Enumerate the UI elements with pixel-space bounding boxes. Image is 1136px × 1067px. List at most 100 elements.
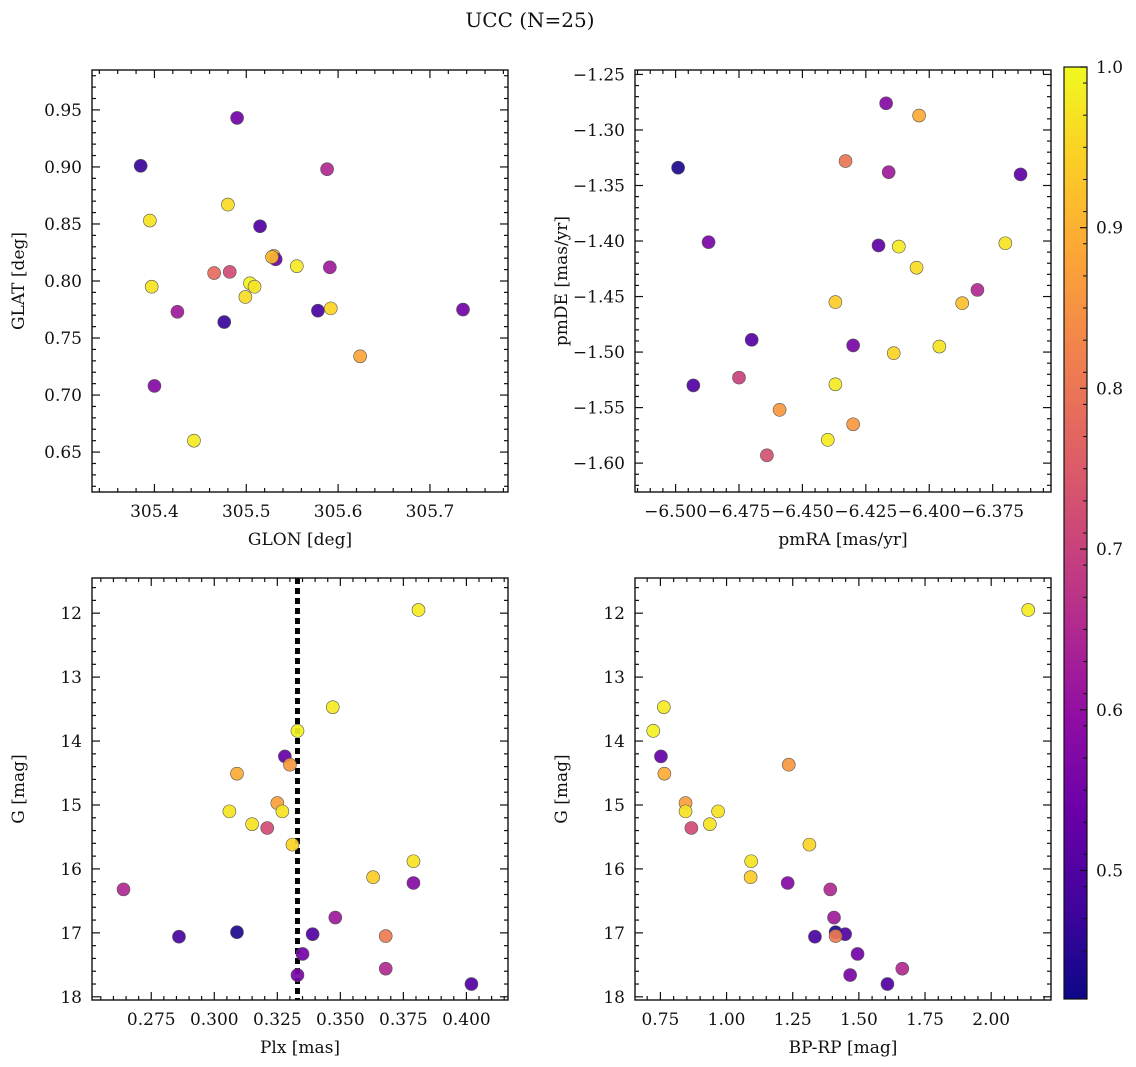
scatter-point <box>172 929 186 944</box>
scatter-point <box>311 303 325 318</box>
x-tick-label: 1.00 <box>708 1010 746 1030</box>
scatter-point <box>323 260 337 275</box>
scatter-point <box>320 162 334 177</box>
scatter-point <box>285 837 300 852</box>
scatter-point <box>378 961 393 976</box>
scatter-point <box>144 279 159 294</box>
scatter-point <box>802 837 817 852</box>
y-tick-label: 12 <box>60 604 82 624</box>
y-tick-label: −1.25 <box>573 65 625 85</box>
x-tick-label: 0.400 <box>442 1010 491 1030</box>
y-tick-label: −1.40 <box>573 232 625 252</box>
scatter-point <box>260 821 275 835</box>
scatter-point <box>828 295 843 309</box>
scatter-point <box>880 977 895 991</box>
plot-frame-bottom-left <box>91 577 509 1001</box>
scatter-point <box>221 197 235 212</box>
scatter-point <box>828 929 843 943</box>
scatter-point <box>881 165 896 179</box>
scatter-point <box>187 433 201 448</box>
scatter-point <box>998 236 1013 251</box>
y-tick-label: 18 <box>60 988 82 1008</box>
scatter-point <box>222 804 237 819</box>
scatter-point <box>353 349 367 364</box>
scatter-point <box>843 968 857 982</box>
scatter-point <box>909 260 924 275</box>
scatter-point <box>464 977 479 991</box>
colorbar-tick-label: 0.6 <box>1096 701 1123 721</box>
scatter-point <box>879 96 893 111</box>
scatter-panel-top-left: 305.4 305.5 305.6 305.7 0.65 0.70 0.75 0.80 0.85… <box>9 69 509 550</box>
scatter-point <box>828 377 843 392</box>
y-tick-label: −1.50 <box>573 343 625 363</box>
x-tick-label: 0.375 <box>379 1010 428 1030</box>
scatter-point <box>1021 603 1036 617</box>
scatter-point <box>846 417 860 432</box>
scatter-point <box>781 757 796 772</box>
tick-marks-bottom-left <box>92 578 508 1000</box>
y-tick-label: 12 <box>603 604 625 624</box>
scatter-point <box>743 870 758 885</box>
x-axis-label: GLON [deg] <box>248 530 352 550</box>
x-tick-label: 1.25 <box>774 1010 812 1030</box>
scatter-point <box>760 448 774 463</box>
scatter-point <box>827 910 841 925</box>
y-tick-label: 0.80 <box>44 272 82 292</box>
x-tick-label: −6.400 <box>898 502 961 522</box>
scatter-point <box>892 239 906 254</box>
x-tick-label: 0.300 <box>190 1010 239 1030</box>
scatter-point <box>912 108 926 123</box>
scatter-point <box>325 700 340 714</box>
x-tick-label: −6.450 <box>771 502 834 522</box>
scatter-point <box>295 947 310 961</box>
y-tick-label: 0.70 <box>44 386 82 406</box>
scatter-point <box>411 603 426 617</box>
scatter-point <box>289 259 304 273</box>
scatter-point <box>703 817 717 831</box>
plot-frame-top-right <box>634 69 1052 493</box>
colorbar-tick-label: 0.9 <box>1096 219 1123 239</box>
tick-marks-top-right <box>635 70 1051 492</box>
y-tick-label: 13 <box>60 668 82 688</box>
y-tick-label: 13 <box>603 668 625 688</box>
colorbar: 0.5 0.6 0.7 0.8 0.9 1.0 <box>1063 58 1123 1000</box>
scatter-point <box>133 159 148 173</box>
scatter-point <box>970 283 985 297</box>
scatter-point <box>222 265 237 279</box>
scatter-point <box>678 804 693 819</box>
y-axis-label: pmDE [mas/yr] <box>552 216 572 346</box>
x-tick-label: 0.325 <box>253 1010 302 1030</box>
y-tick-label: −1.55 <box>573 399 625 419</box>
scatter-point <box>230 111 244 125</box>
scatter-point <box>207 266 221 280</box>
y-tick-label: −1.30 <box>573 121 625 141</box>
y-tick-label: 17 <box>60 924 82 944</box>
scatter-point <box>323 301 338 316</box>
scatter-point <box>238 290 253 304</box>
scatter-point <box>671 160 685 175</box>
x-tick-label: 0.275 <box>127 1010 176 1030</box>
scatter-point <box>253 219 267 234</box>
y-tick-label: 0.95 <box>44 101 82 121</box>
scatter-point <box>744 854 758 869</box>
x-tick-label: 0.350 <box>316 1010 365 1030</box>
scatter-point <box>247 279 262 294</box>
scatter-point <box>838 154 853 168</box>
scatter-point <box>684 821 699 835</box>
y-axis-label: G [mag] <box>552 754 572 823</box>
scatter-point <box>744 333 759 347</box>
x-axis-label: Plx [mas] <box>260 1038 340 1058</box>
y-tick-label: 16 <box>603 860 625 880</box>
scatter-point <box>378 929 393 943</box>
scatter-point <box>895 961 910 976</box>
y-tick-label: −1.45 <box>573 288 625 308</box>
scatter-point <box>846 338 860 353</box>
x-tick-label: −6.475 <box>708 502 771 522</box>
scatter-point <box>780 876 795 890</box>
x-tick-label: −6.375 <box>961 502 1024 522</box>
y-tick-label: 17 <box>603 924 625 944</box>
scatter-point <box>283 757 297 772</box>
plot-frame-bottom-right <box>634 577 1052 1001</box>
plot-frame-top-left <box>91 69 509 493</box>
